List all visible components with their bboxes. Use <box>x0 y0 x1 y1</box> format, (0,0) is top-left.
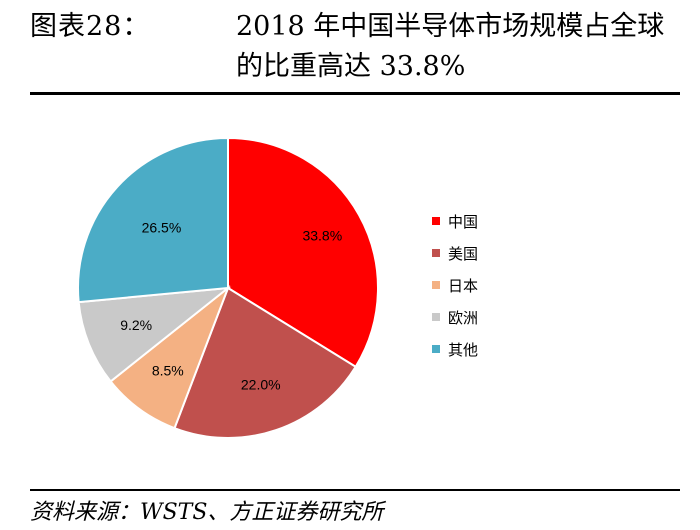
pie-slices <box>77 136 379 439</box>
slice-label-5: 26.5% <box>142 219 182 235</box>
pie-slice-5 <box>77 136 229 304</box>
legend-label-1: 中国 <box>448 213 478 231</box>
top-rule <box>30 92 680 95</box>
legend-swatch-3 <box>432 281 440 289</box>
pie-slice-1 <box>227 136 379 369</box>
legend-swatch-2 <box>432 249 440 257</box>
bottom-rule <box>30 489 680 491</box>
legend-swatch-4 <box>432 313 440 321</box>
chart-title-line1: 2018 年中国半导体市场规模占全球 <box>236 11 665 42</box>
figure-label: 图表28： <box>30 11 151 42</box>
legend-swatch-1 <box>432 217 440 225</box>
legend-label-4: 欧洲 <box>448 309 478 327</box>
legend-label-3: 日本 <box>448 277 478 295</box>
pie-slice-2 <box>173 286 358 439</box>
slice-label-3: 8.5% <box>152 362 184 378</box>
pie-slice-4 <box>77 286 232 383</box>
slice-label-1: 33.8% <box>302 227 342 243</box>
slice-label-2: 22.0% <box>241 377 281 393</box>
legend-label-5: 其他 <box>448 341 478 359</box>
title-block: 图表28： 2018 年中国半导体市场规模占全球 的比重高达 33.8% <box>0 0 700 92</box>
chart-title-line2: 的比重高达 33.8% <box>236 51 466 82</box>
source-note: 资料来源：WSTS、方正证券研究所 <box>30 500 384 525</box>
pie-slice-labels: 33.8% 22.0% 8.5% 9.2% 26.5% <box>120 219 342 392</box>
legend-swatch-5 <box>432 345 440 353</box>
slice-label-4: 9.2% <box>120 317 152 333</box>
legend-label-2: 美国 <box>448 245 478 263</box>
